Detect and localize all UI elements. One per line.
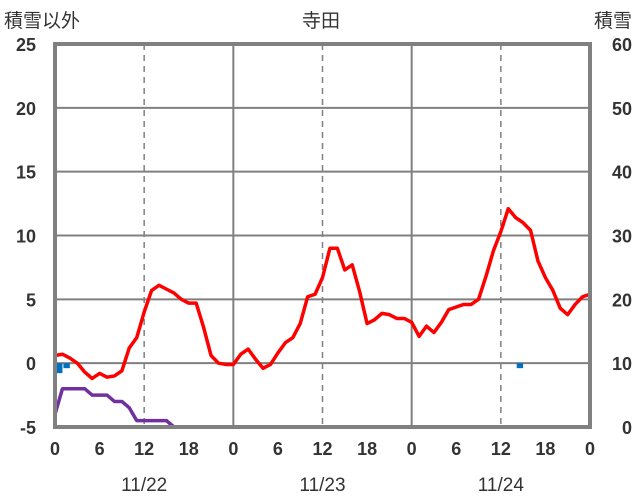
x-tick-label: 12 [134,439,154,459]
left-tick-label: 20 [16,99,36,119]
precipitation-bar [63,363,70,369]
x-tick-label: 18 [357,439,377,459]
x-tick-label: 18 [535,439,555,459]
right-tick-label: 0 [622,418,632,438]
x-tick-label: 0 [50,439,60,459]
x-tick-label: 12 [312,439,332,459]
snow-depth-line [53,386,590,429]
left-tick-label: 15 [16,163,36,183]
left-tick-label: 0 [26,354,36,374]
x-axis-ticks: 0 6 12 18 0 6 12 18 0 6 12 18 0 [50,439,595,459]
date-label: 11/24 [478,475,525,496]
right-axis-ticks: 0 10 20 30 40 50 60 [612,35,632,438]
temperature-line [54,206,591,381]
precipitation-bar [516,363,524,369]
x-tick-label: 6 [95,439,105,459]
gridlines [55,44,590,427]
x-tick-label: 0 [228,439,238,459]
date-label: 11/22 [121,475,167,496]
left-tick-label: 10 [16,227,36,247]
x-tick-label: 18 [179,439,199,459]
plot-frame [53,42,592,429]
left-tick-label: 25 [16,35,36,55]
right-tick-label: 40 [612,163,632,183]
right-tick-label: 60 [612,35,632,55]
date-labels: 11/22 11/23 11/24 [121,475,524,496]
data-lines [53,206,591,429]
x-tick-label: 0 [585,439,595,459]
date-label: 11/23 [299,475,345,496]
precipitation-bar [56,363,63,374]
right-tick-label: 10 [612,354,632,374]
x-tick-label: 12 [491,439,511,459]
right-tick-label: 30 [612,227,632,247]
precipitation-bars [56,363,524,374]
right-tick-label: 20 [612,290,632,310]
left-axis-ticks: -5 0 5 10 15 20 25 [16,35,36,438]
left-tick-label: 5 [26,290,36,310]
chart-title: 寺田 [302,10,340,32]
x-tick-label: 0 [407,439,417,459]
right-tick-label: 50 [612,99,632,119]
right-axis-label: 積雪 [594,10,632,32]
left-tick-label: -5 [20,418,36,438]
x-tick-label: 6 [273,439,283,459]
left-axis-label: 積雪以外 [4,10,80,32]
x-tick-label: 6 [451,439,461,459]
